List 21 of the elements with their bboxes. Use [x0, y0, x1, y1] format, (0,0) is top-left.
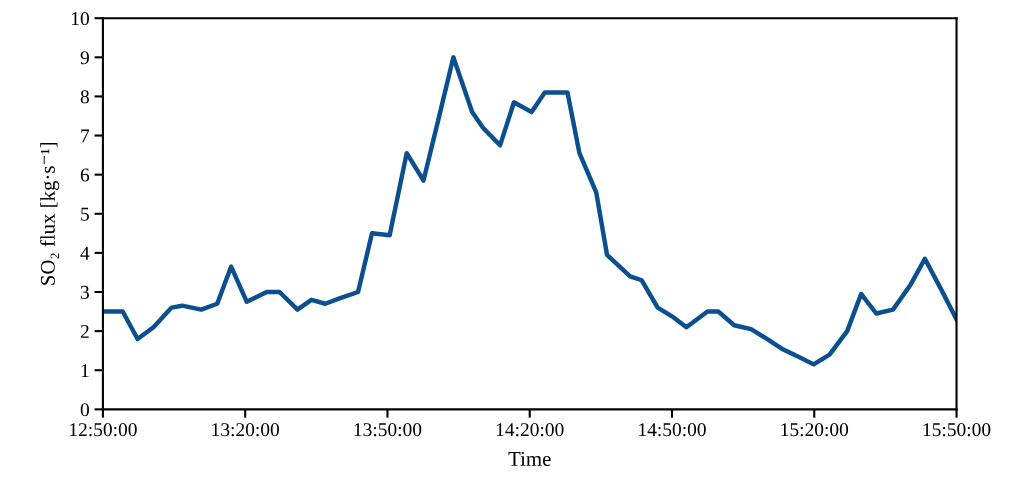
y-tick-label: 8	[80, 90, 89, 104]
y-tick-label: 0	[80, 403, 89, 417]
y-tick-label: 1	[81, 364, 89, 377]
y-tick-label: 3	[80, 285, 89, 299]
y-tick-label: 2	[80, 324, 89, 338]
y-tick-label: 10	[71, 12, 89, 26]
x-tick-label: 15:20:00	[781, 423, 849, 437]
x-tick-label: 15:50:00	[923, 423, 991, 437]
y-tick-label: 9	[80, 51, 89, 65]
y-tick-label: 7	[81, 129, 90, 143]
y-axis-title: SO₂ flux [kg·s⁻¹]	[40, 142, 60, 285]
x-tick-label: 12:50:00	[70, 423, 137, 437]
y-tick-label: 5	[81, 207, 89, 221]
x-tick-label: 14:50:00	[639, 423, 706, 437]
line-series	[102, 55, 957, 367]
y-tick-label: 6	[80, 168, 90, 182]
x-tick-label: 13:50:00	[354, 423, 422, 437]
x-tick-label: 13:20:00	[212, 423, 280, 437]
x-axis-title: Time	[508, 451, 551, 466]
x-tick-label: 14:20:00	[496, 423, 564, 437]
y-tick-label: 4	[80, 246, 90, 260]
